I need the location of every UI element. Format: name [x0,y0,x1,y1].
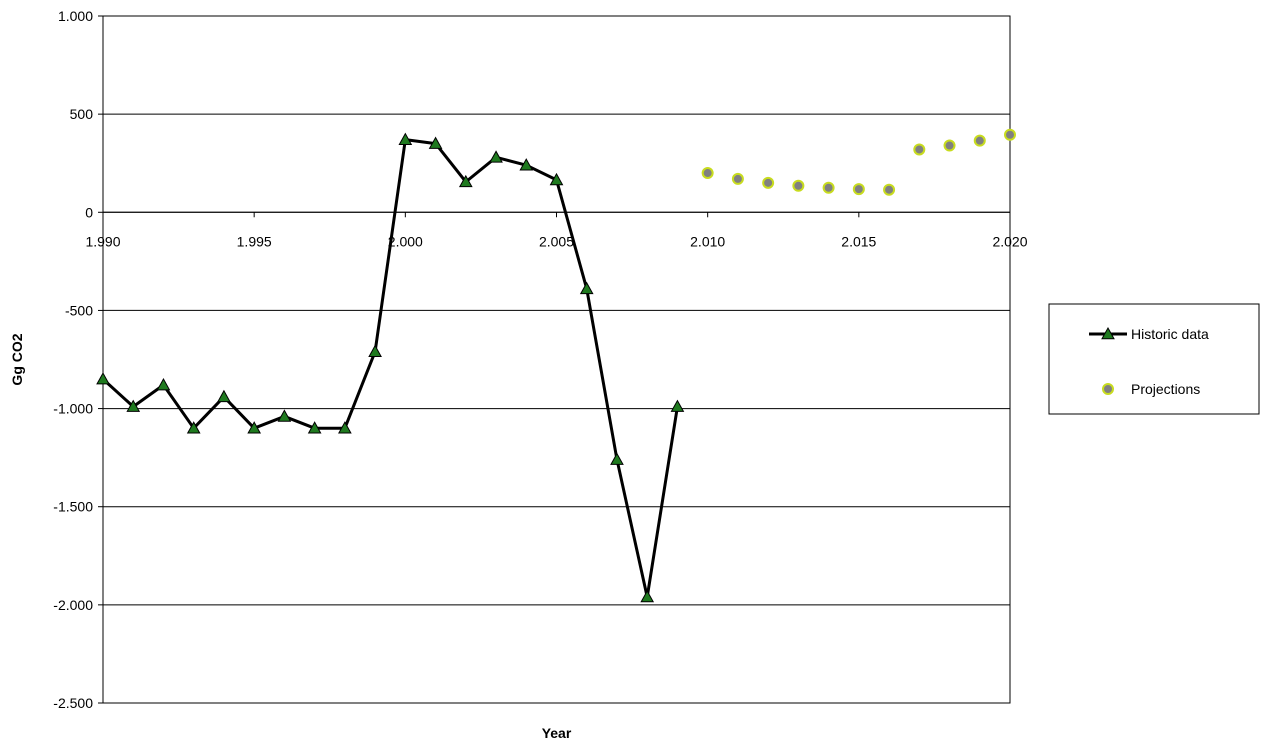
y-tick-label: 0 [85,204,93,220]
legend-label: Projections [1131,381,1200,397]
legend-label: Historic data [1131,326,1209,342]
y-tick-label: 1.000 [58,8,93,24]
projection-point [913,143,926,156]
projection-point [1004,128,1016,141]
historic-data-point [670,399,685,412]
historic-data-point [307,421,322,434]
y-tick-label: -2.500 [53,695,93,711]
historic-data-point [247,421,262,434]
projection-point [973,134,986,147]
historic-data-point [338,421,352,434]
historic-data-point [368,344,382,357]
legend-circle-marker [1102,383,1114,395]
historic-data-point [549,172,564,186]
x-tick-label: 2.000 [388,233,423,249]
x-tick-label: 1.990 [85,233,120,249]
historic-data-point [579,281,594,295]
historic-data-point [610,452,624,465]
historic-data-point [126,399,141,412]
historic-data-point [458,174,473,188]
x-tick-label: 1.995 [237,233,272,249]
legend-items: Historic data Projections [1089,326,1209,397]
projection-point [943,139,956,152]
historic-data-point [428,136,443,149]
y-axis: 1.000 500 0 -500 -1.000 -1.500 -2.000 -2.500 [53,8,103,711]
historic-data-line [101,138,679,599]
y-tick-label: -1.500 [53,499,93,515]
historic-data-point [519,158,534,171]
y-tick-label: -1.000 [53,401,93,417]
historic-data-point [186,421,201,434]
x-axis: 1.990 1.995 2.000 2.005 2.010 2.015 2.020 [85,211,1028,249]
historic-data-point [640,589,655,603]
historic-data-point [277,409,292,422]
y-axis-title: Gg CO2 [9,333,25,385]
x-tick-label: 2.005 [539,233,574,249]
historic-data-point [96,372,110,385]
x-tick-label: 2.010 [690,233,725,249]
historic-data-point [217,389,231,403]
legend: Historic data Projections [1048,303,1260,415]
projection-point [883,183,896,196]
legend-box [1048,303,1260,415]
y-tick-label: 500 [70,106,94,122]
x-tick-label: 2.020 [992,233,1027,249]
projection-point [852,183,865,196]
projection-point [822,181,835,194]
x-tick-label: 2.015 [841,233,876,249]
plot-area [102,15,1011,704]
projection-point [792,179,805,192]
projection-point [762,176,775,189]
gridlines [103,113,1010,606]
historic-data-point [489,150,503,163]
historic-data-point [398,132,413,145]
y-tick-label: -2.000 [53,597,93,613]
series-layer [96,128,1016,603]
legend-triangle-marker [1101,326,1115,340]
y-tick-label: -500 [65,302,93,318]
projection-point [701,167,714,180]
historic-data-point [156,377,171,391]
x-axis-title: Year [542,725,572,741]
projection-point [731,172,744,185]
